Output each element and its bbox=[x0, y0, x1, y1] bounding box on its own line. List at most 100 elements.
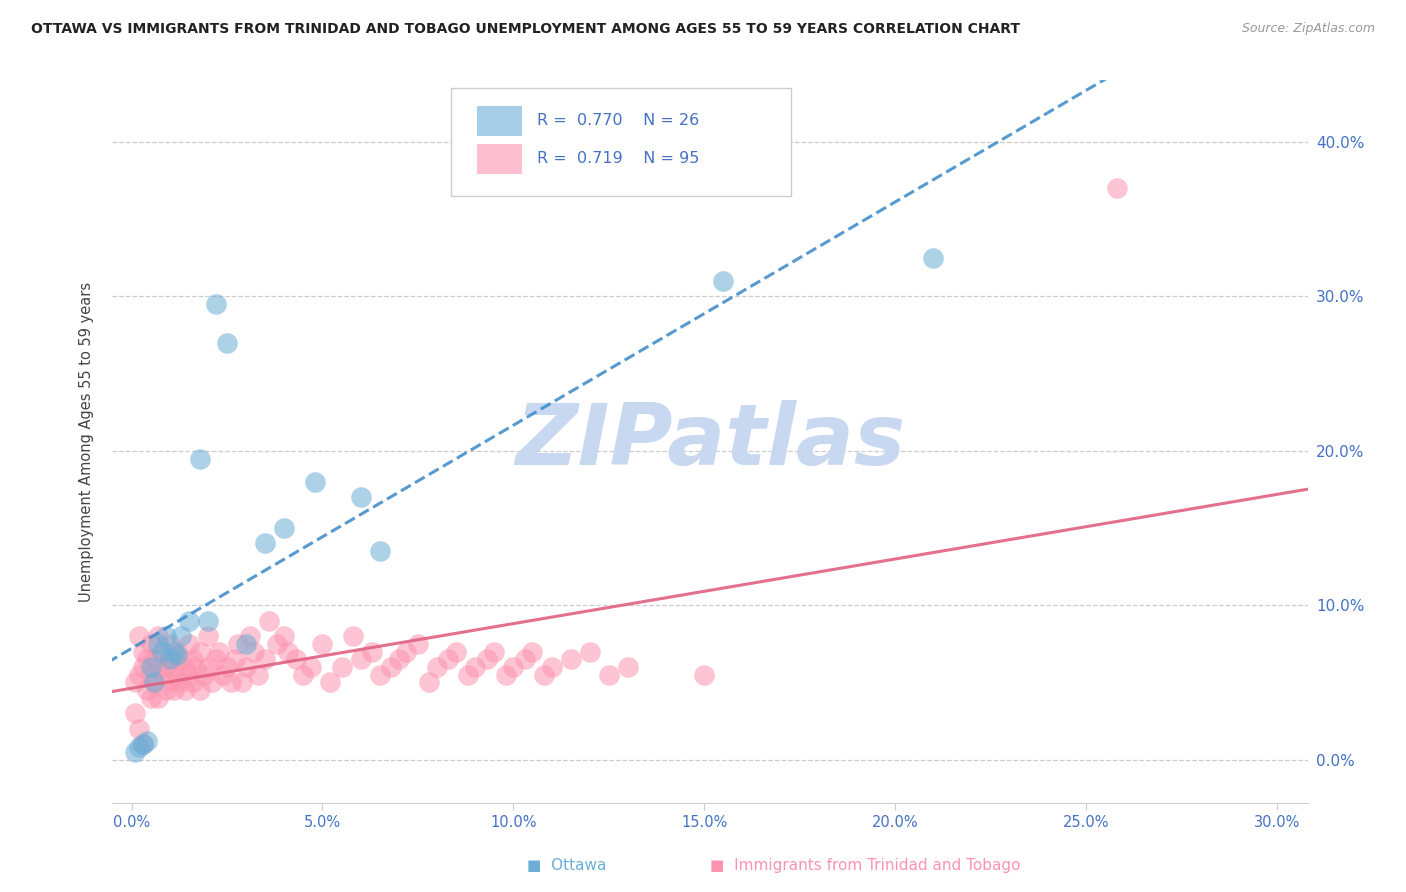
Point bbox=[713, 274, 735, 288]
Point bbox=[188, 644, 211, 658]
Point bbox=[406, 637, 429, 651]
Point bbox=[148, 660, 170, 674]
Point bbox=[239, 629, 262, 643]
Point bbox=[148, 637, 170, 651]
Point bbox=[380, 660, 402, 674]
Point bbox=[330, 660, 353, 674]
Point bbox=[598, 667, 620, 681]
Point bbox=[388, 652, 411, 666]
Point bbox=[143, 652, 166, 666]
Point bbox=[166, 648, 188, 662]
Point bbox=[495, 667, 517, 681]
Point bbox=[224, 652, 246, 666]
Point bbox=[128, 740, 150, 755]
Point bbox=[304, 475, 326, 489]
Point bbox=[533, 667, 555, 681]
Point bbox=[150, 667, 173, 681]
Point bbox=[319, 675, 342, 690]
Point bbox=[139, 667, 162, 681]
Point bbox=[177, 637, 200, 651]
Point bbox=[560, 652, 582, 666]
Point bbox=[159, 652, 181, 666]
Point bbox=[201, 675, 224, 690]
Point bbox=[368, 544, 391, 558]
Point bbox=[922, 251, 945, 265]
Point bbox=[513, 652, 536, 666]
Point bbox=[197, 629, 219, 643]
Point bbox=[135, 652, 157, 666]
Point bbox=[215, 335, 238, 350]
Point bbox=[166, 644, 188, 658]
Point bbox=[139, 690, 162, 705]
Point bbox=[197, 660, 219, 674]
Point bbox=[162, 683, 184, 698]
Point bbox=[132, 737, 155, 751]
Point bbox=[128, 722, 150, 736]
Point bbox=[174, 660, 197, 674]
Point bbox=[148, 690, 170, 705]
Text: ■  Ottawa: ■ Ottawa bbox=[527, 858, 606, 872]
Point bbox=[128, 629, 150, 643]
Point bbox=[170, 675, 193, 690]
Point bbox=[162, 660, 184, 674]
FancyBboxPatch shape bbox=[451, 87, 792, 196]
Point bbox=[159, 637, 181, 651]
Point bbox=[350, 490, 373, 504]
Point bbox=[150, 644, 173, 658]
Point bbox=[197, 614, 219, 628]
Point bbox=[266, 637, 288, 651]
Point bbox=[231, 675, 253, 690]
Point bbox=[299, 660, 322, 674]
Point bbox=[174, 683, 197, 698]
Point bbox=[284, 652, 307, 666]
Point bbox=[212, 667, 235, 681]
Point bbox=[273, 521, 295, 535]
Text: R =  0.770    N = 26: R = 0.770 N = 26 bbox=[537, 112, 699, 128]
Point bbox=[188, 683, 211, 698]
Point bbox=[150, 644, 173, 658]
Point bbox=[502, 660, 524, 674]
Point bbox=[540, 660, 562, 674]
Point bbox=[159, 652, 181, 666]
Point bbox=[522, 644, 544, 658]
Point bbox=[350, 652, 373, 666]
Point bbox=[186, 660, 208, 674]
Point bbox=[395, 644, 418, 658]
Point bbox=[193, 667, 215, 681]
Point bbox=[361, 644, 384, 658]
Point bbox=[246, 667, 269, 681]
Point bbox=[159, 675, 181, 690]
Y-axis label: Unemployment Among Ages 55 to 59 years: Unemployment Among Ages 55 to 59 years bbox=[79, 282, 94, 601]
Point bbox=[292, 667, 315, 681]
Point bbox=[139, 660, 162, 674]
Point bbox=[162, 644, 184, 658]
Point bbox=[693, 667, 716, 681]
Point bbox=[132, 737, 155, 751]
Point bbox=[342, 629, 364, 643]
Text: R =  0.719    N = 95: R = 0.719 N = 95 bbox=[537, 151, 699, 166]
Point bbox=[204, 652, 226, 666]
Point bbox=[457, 667, 479, 681]
Point bbox=[215, 660, 238, 674]
Point bbox=[124, 745, 146, 759]
Point bbox=[257, 614, 280, 628]
Point bbox=[124, 675, 146, 690]
Point bbox=[418, 675, 440, 690]
Point bbox=[177, 614, 200, 628]
Text: ZIPatlas: ZIPatlas bbox=[515, 400, 905, 483]
Point bbox=[155, 629, 177, 643]
Point bbox=[578, 644, 600, 658]
Point bbox=[208, 644, 231, 658]
Point bbox=[254, 536, 277, 550]
Point bbox=[132, 644, 155, 658]
Point bbox=[143, 675, 166, 690]
Text: ■  Immigrants from Trinidad and Tobago: ■ Immigrants from Trinidad and Tobago bbox=[710, 858, 1021, 872]
Point bbox=[143, 675, 166, 690]
Point bbox=[181, 652, 204, 666]
Point bbox=[170, 652, 193, 666]
Point bbox=[235, 660, 257, 674]
FancyBboxPatch shape bbox=[477, 105, 523, 136]
Point bbox=[204, 297, 226, 311]
Point bbox=[484, 644, 506, 658]
Point bbox=[444, 644, 467, 658]
